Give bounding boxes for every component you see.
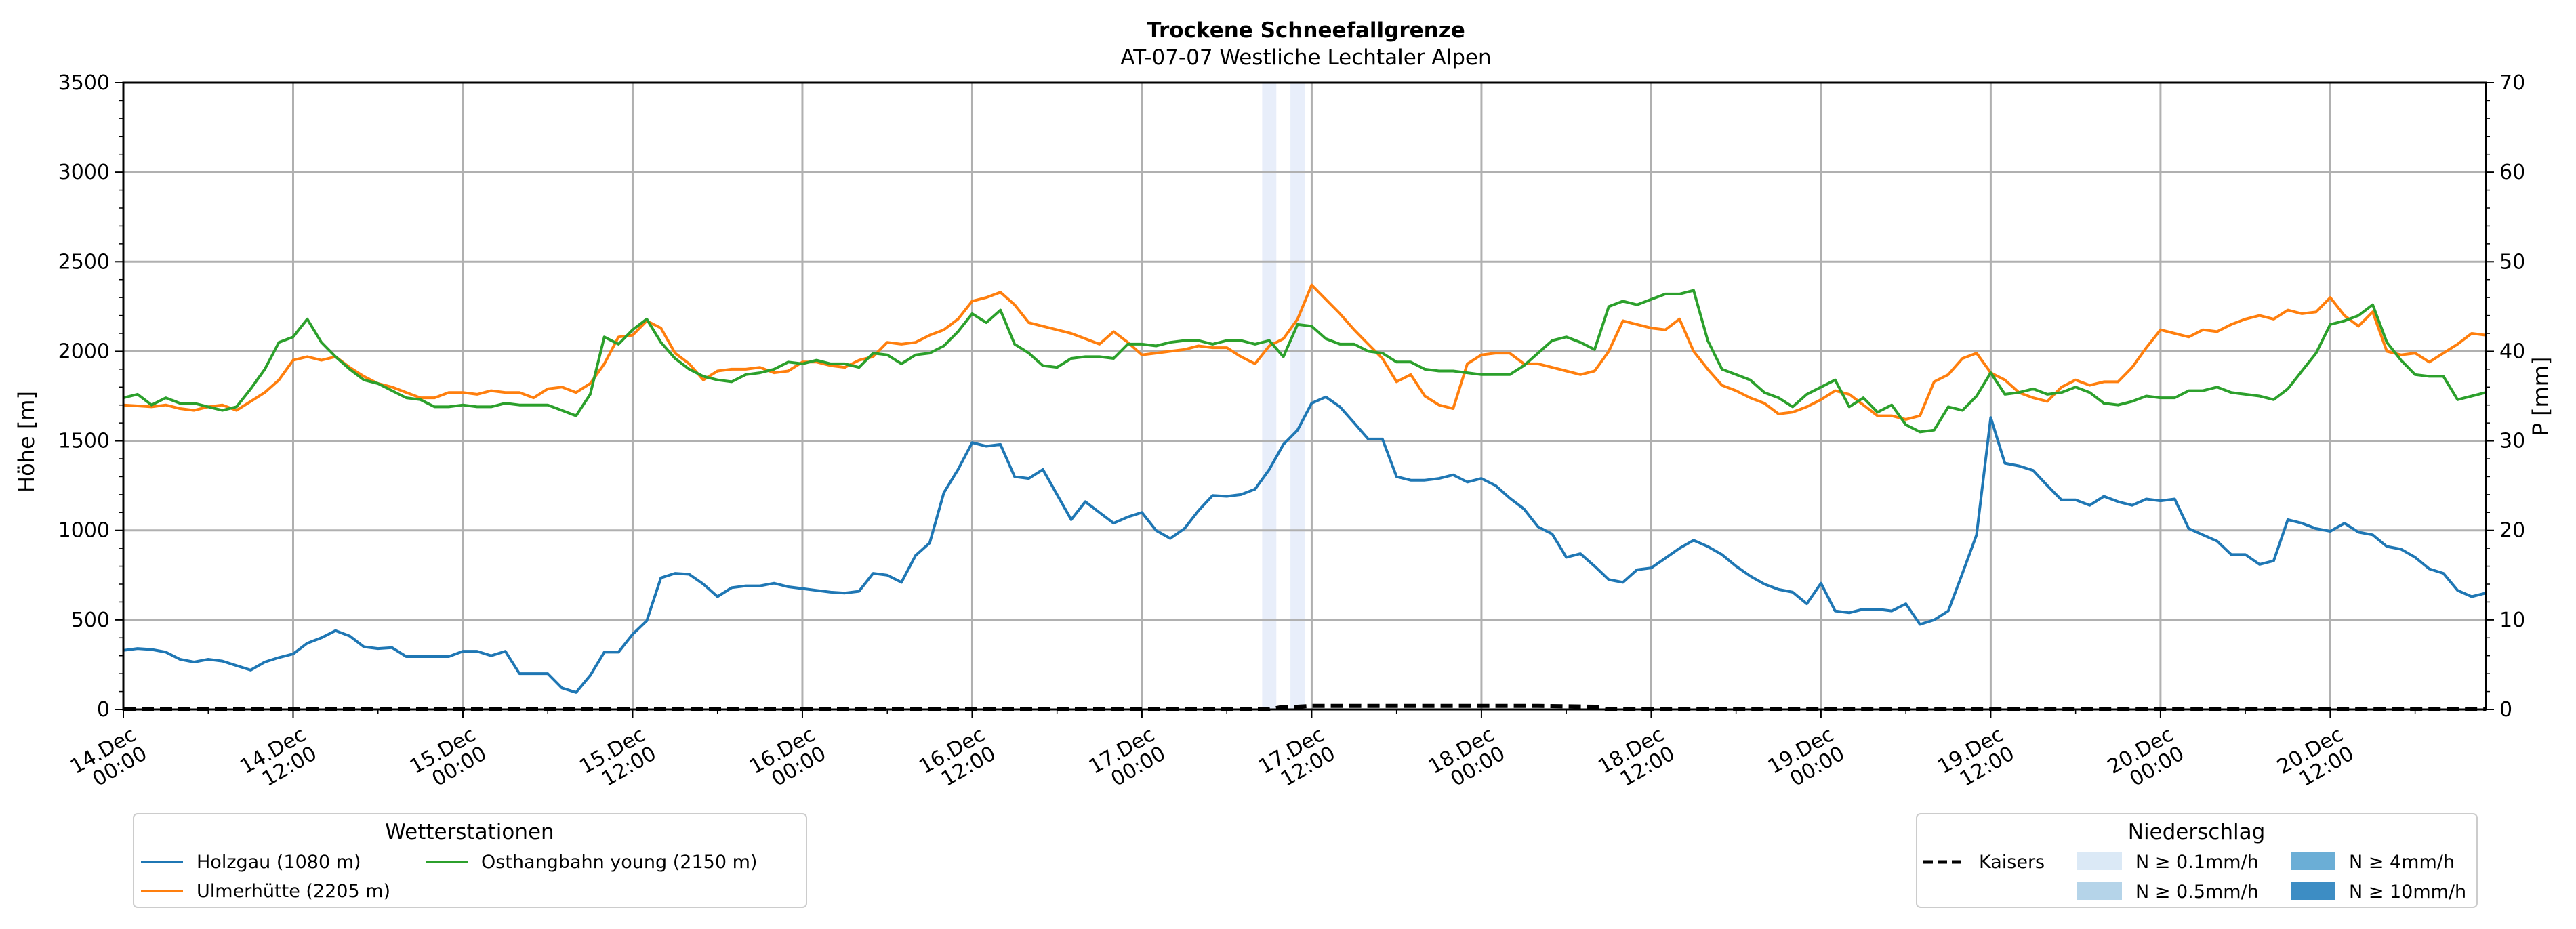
series-line-0 bbox=[123, 395, 2487, 694]
chart-subtitle: AT-07-07 Westliche Lechtaler Alpen bbox=[1120, 45, 1491, 70]
legend-swatch-0p1 bbox=[2077, 852, 2122, 870]
series-line-1 bbox=[123, 283, 2487, 421]
precip-layer bbox=[123, 703, 2486, 711]
y-tick-label-6: 3000 bbox=[58, 161, 110, 184]
series-line-2 bbox=[123, 289, 2487, 434]
series-layer bbox=[123, 283, 2487, 694]
precip-band-0 bbox=[1262, 83, 1277, 709]
y-tick-label-3: 1500 bbox=[58, 430, 110, 453]
legend-label-0p5: N ≥ 0.5mm/h bbox=[2135, 882, 2259, 903]
legend-swatch-0p5 bbox=[2077, 882, 2122, 900]
y-right-tick-label-7: 70 bbox=[2499, 71, 2525, 95]
precip-kaisers-line bbox=[123, 703, 2486, 711]
legend-swatch-4 bbox=[2291, 852, 2335, 870]
legend-stations-frame bbox=[133, 813, 807, 908]
y-right-tick-label-3: 30 bbox=[2499, 430, 2525, 453]
legend-precip-title: Niederschlag bbox=[2128, 820, 2266, 844]
legend-kaisers-label: Kaisers bbox=[1979, 852, 2045, 873]
plot-frame bbox=[122, 81, 2487, 711]
y-right-tick-label-2: 20 bbox=[2499, 519, 2525, 543]
y-right-tick-label-0: 0 bbox=[2499, 698, 2512, 722]
legend-precip: Niederschlag Kaisers N ≥ 0.1mm/h N ≥ 0.5… bbox=[1916, 813, 2478, 908]
legend-label-10: N ≥ 10mm/h bbox=[2349, 882, 2466, 903]
legend-label-0p1: N ≥ 0.1mm/h bbox=[2135, 852, 2259, 873]
legend-holzgau-label: Holzgau (1080 m) bbox=[197, 852, 361, 873]
legend-precip-frame bbox=[1916, 813, 2478, 908]
precip-shading-layer bbox=[1262, 83, 1305, 709]
precip-band-1 bbox=[1290, 83, 1305, 709]
y-right-tick-label-4: 40 bbox=[2499, 339, 2525, 363]
legend-ulmerhuette-label: Ulmerhütte (2205 m) bbox=[197, 881, 390, 902]
y-tick-label-1: 500 bbox=[71, 608, 110, 632]
y-axis-label-right: P [mm] bbox=[2528, 357, 2554, 436]
legend-label-4: N ≥ 4mm/h bbox=[2349, 852, 2455, 873]
y-tick-label-5: 2500 bbox=[58, 250, 110, 274]
legend-stations: Wetterstationen Holzgau (1080 m) Ulmerhü… bbox=[133, 813, 807, 908]
y-tick-label-0: 0 bbox=[97, 698, 110, 722]
y-right-tick-label-1: 10 bbox=[2499, 608, 2525, 632]
y-tick-label-2: 1000 bbox=[58, 519, 110, 543]
chart-title: Trockene Schneefallgrenze bbox=[1147, 18, 1465, 43]
legend-stations-title: Wetterstationen bbox=[385, 820, 554, 844]
y-axis-label: Höhe [m] bbox=[14, 391, 39, 493]
y-right-tick-label-6: 60 bbox=[2499, 161, 2525, 184]
grid-layer bbox=[123, 83, 2486, 709]
y-tick-label-7: 3500 bbox=[58, 71, 110, 95]
y-right-tick-label-5: 50 bbox=[2499, 250, 2525, 274]
y-tick-label-4: 2000 bbox=[58, 339, 110, 363]
legend-swatch-10 bbox=[2291, 882, 2335, 900]
legend-osthangbahn-label: Osthangbahn young (2150 m) bbox=[481, 852, 757, 873]
